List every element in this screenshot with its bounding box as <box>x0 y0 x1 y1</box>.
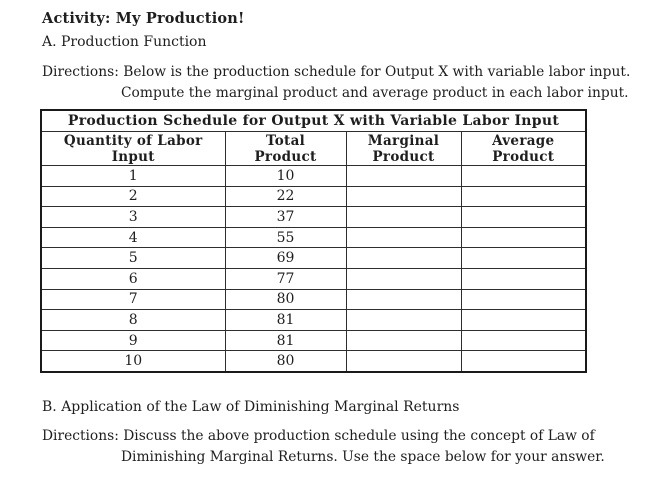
labor-input-cell: 2 <box>40 185 226 208</box>
section-a-directions: Directions: Below is the production sche… <box>42 62 630 103</box>
marginal-product-cell <box>345 165 462 187</box>
average-product-cell <box>460 165 587 187</box>
average-product-cell <box>460 329 587 352</box>
total-product-cell: 69 <box>224 247 347 269</box>
header-line: Input <box>111 148 155 165</box>
table-row: 4 55 <box>40 226 587 249</box>
section-b-heading: B. Application of the Law of Diminishing… <box>42 399 460 415</box>
marginal-product-cell <box>345 288 462 311</box>
directions-a-line-2: Compute the marginal product and average… <box>121 84 629 101</box>
total-product-cell: 81 <box>224 309 347 331</box>
average-product-cell <box>460 267 587 290</box>
table-row: 10 80 <box>40 350 587 373</box>
average-product-cell <box>460 226 587 249</box>
table-row: 8 81 <box>40 309 587 331</box>
total-product-cell: 22 <box>224 185 347 208</box>
total-product-cell: 81 <box>224 329 347 352</box>
total-product-cell: 37 <box>224 206 347 228</box>
activity-title: Activity: My Production! <box>42 10 245 27</box>
marginal-product-cell <box>345 185 462 208</box>
table-row: 2 22 <box>40 185 587 208</box>
production-schedule-table: Production Schedule for Output X with Va… <box>40 109 587 373</box>
table-title-row: Production Schedule for Output X with Va… <box>40 109 587 132</box>
col-header-total-product: Total Product <box>224 131 347 166</box>
labor-input-cell: 10 <box>40 350 226 373</box>
directions-b-line-2: Diminishing Marginal Returns. Use the sp… <box>121 448 605 465</box>
labor-input-cell: 1 <box>40 165 226 187</box>
total-product-cell: 10 <box>224 165 347 187</box>
labor-input-cell: 7 <box>40 288 226 311</box>
labor-input-cell: 8 <box>40 309 226 331</box>
directions-b-line-1: Directions: Discuss the above production… <box>42 428 595 444</box>
average-product-cell <box>460 350 587 373</box>
section-a-heading: A. Production Function <box>42 34 207 50</box>
table-row: 1 10 <box>40 165 587 187</box>
col-header-quantity-of-labor-input: Quantity of Labor Input <box>40 131 226 166</box>
col-header-marginal-product: Marginal Product <box>345 131 462 166</box>
marginal-product-cell <box>345 267 462 290</box>
average-product-cell <box>460 185 587 208</box>
marginal-product-cell <box>345 226 462 249</box>
labor-input-cell: 9 <box>40 329 226 352</box>
header-line: Total <box>265 132 306 149</box>
total-product-cell: 80 <box>224 350 347 373</box>
table-header-row: Quantity of Labor Input Total Product Ma… <box>40 131 587 166</box>
table-row: 5 69 <box>40 247 587 269</box>
marginal-product-cell <box>345 309 462 331</box>
header-line: Average <box>492 132 555 149</box>
header-line: Quantity of Labor <box>63 132 203 149</box>
header-line: Product <box>254 148 317 165</box>
labor-input-cell: 4 <box>40 226 226 249</box>
header-line: Marginal <box>367 132 440 149</box>
labor-input-cell: 6 <box>40 267 226 290</box>
marginal-product-cell <box>345 206 462 228</box>
marginal-product-cell <box>345 329 462 352</box>
labor-input-cell: 3 <box>40 206 226 228</box>
header-line: Product <box>372 148 435 165</box>
marginal-product-cell <box>345 350 462 373</box>
total-product-cell: 80 <box>224 288 347 311</box>
table-title: Production Schedule for Output X with Va… <box>40 109 587 132</box>
table-row: 7 80 <box>40 288 587 311</box>
average-product-cell <box>460 288 587 311</box>
total-product-cell: 77 <box>224 267 347 290</box>
average-product-cell <box>460 206 587 228</box>
table-row: 3 37 <box>40 206 587 228</box>
average-product-cell <box>460 309 587 331</box>
average-product-cell <box>460 247 587 269</box>
section-b-directions: Directions: Discuss the above production… <box>42 426 605 467</box>
marginal-product-cell <box>345 247 462 269</box>
directions-a-line-1: Directions: Below is the production sche… <box>42 64 631 80</box>
labor-input-cell: 5 <box>40 247 226 269</box>
header-line: Product <box>492 148 555 165</box>
table-row: 6 77 <box>40 267 587 290</box>
table-row: 9 81 <box>40 329 587 352</box>
total-product-cell: 55 <box>224 226 347 249</box>
col-header-average-product: Average Product <box>460 131 587 166</box>
